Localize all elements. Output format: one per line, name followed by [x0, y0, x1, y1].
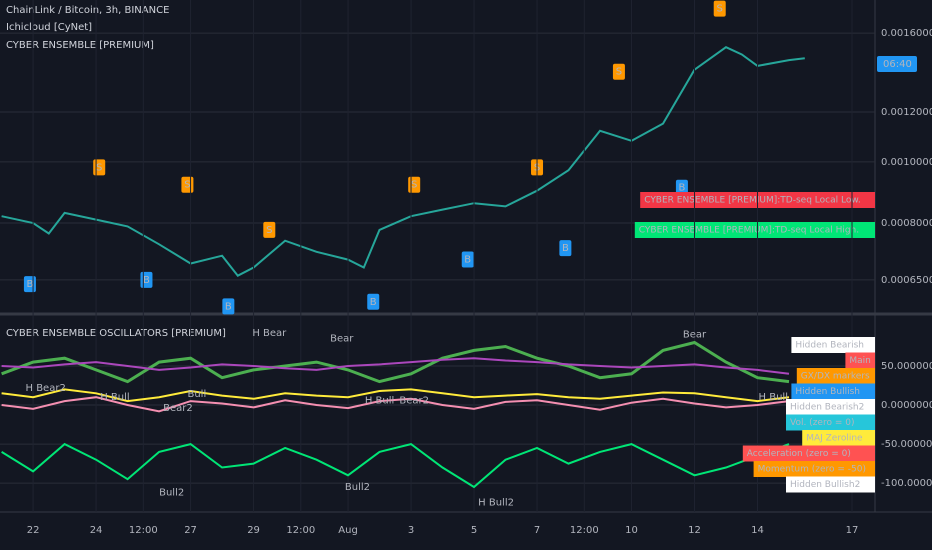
x-tick-label: 27	[184, 525, 197, 536]
signal-marker	[713, 0, 726, 17]
y-tick-label: 0.00065000	[881, 275, 932, 286]
x-tick-label: 14	[751, 525, 764, 536]
signal-label: S	[266, 225, 272, 236]
signal-label: S	[184, 180, 190, 191]
divergence-label: Bull	[187, 389, 206, 400]
label-tag: MAJ Zeroline	[806, 434, 863, 444]
divergence-label: H Bull	[365, 395, 394, 406]
label-tag: CYBER ENSEMBLE [PREMIUM]:TD-seq Local Hi…	[639, 226, 859, 236]
x-tick-label: 12:00	[129, 525, 158, 536]
divergence-label: Bear	[683, 330, 707, 341]
oscillator-title: CYBER ENSEMBLE OSCILLATORS [PREMIUM]	[6, 328, 226, 339]
label-tag-bg	[786, 399, 875, 415]
label-tag: Hidden Bearish2	[790, 403, 864, 413]
label-tag-bg	[791, 337, 875, 353]
x-tick-label: 17	[846, 525, 859, 536]
x-tick-label: 12:00	[286, 525, 315, 536]
label-tag: Main	[849, 356, 871, 366]
label-tag-bg	[786, 476, 875, 493]
series-line	[1, 396, 790, 413]
x-tick-label: 5	[471, 525, 477, 536]
label-tag: GX/DX markers	[801, 372, 870, 382]
price-tag-bg	[877, 56, 917, 72]
divergence-label: Bull2	[345, 482, 370, 493]
y-tick-label: 50.00000000	[881, 361, 932, 372]
x-tick-label: 12	[688, 525, 701, 536]
signal-marker	[559, 240, 572, 257]
x-tick-label: 12:00	[570, 525, 599, 536]
label-tag: Hidden Bullish	[795, 387, 860, 397]
signal-label: B	[464, 255, 471, 266]
divergence-label: Bear2	[399, 395, 429, 406]
series-line	[1, 340, 790, 384]
indicator-name: CYBER ENSEMBLE [PREMIUM]	[6, 40, 154, 51]
label-tag-bg	[786, 414, 875, 431]
x-tick-label: 10	[625, 525, 638, 536]
signal-marker	[263, 221, 276, 238]
label-tag: Hidden Bullish2	[790, 480, 860, 490]
signal-label: S	[96, 162, 102, 173]
signal-label: B	[143, 275, 150, 286]
signal-label: B	[225, 301, 232, 312]
signal-marker	[367, 293, 380, 310]
x-tick-label: 22	[27, 525, 40, 536]
signal-marker	[675, 179, 688, 196]
series-line	[1, 442, 790, 489]
label-tag-bg	[753, 461, 875, 477]
label-tag: CYBER ENSEMBLE [PREMIUM]:TD-seq Local Lo…	[644, 196, 861, 206]
y-tick-label: -100.00000000	[881, 478, 932, 489]
label-tag-bg	[802, 430, 875, 446]
signal-marker	[612, 63, 625, 80]
signal-marker	[222, 298, 235, 315]
divergence-label: H Bear2	[26, 383, 66, 394]
y-tick-label: -50.00000000	[881, 439, 932, 450]
divergence-label: H Bull	[100, 392, 129, 403]
x-tick-label: 24	[90, 525, 103, 536]
x-tick-label: 3	[408, 525, 414, 536]
divergence-label: H Bull	[759, 392, 788, 403]
signal-label: B	[562, 243, 569, 254]
signal-label: B	[26, 279, 33, 290]
label-tag-bg	[742, 445, 875, 462]
signal-label: B	[370, 297, 377, 308]
signal-label: S	[717, 4, 723, 15]
series-line	[1, 388, 790, 403]
y-tick-label: 0.00000000	[881, 400, 932, 411]
price-tag: 06:40	[883, 59, 912, 70]
x-tick-label: Aug	[338, 525, 358, 536]
divergence-label: H Bear	[252, 328, 287, 339]
signal-marker	[461, 251, 474, 268]
label-tag: Momentum (zero = -50)	[758, 465, 866, 475]
chart-title: ChainLink / Bitcoin, 3h, BINANCE	[6, 5, 169, 16]
label-tag-bg	[791, 383, 875, 400]
signal-label: B	[678, 183, 685, 194]
label-tag-bg	[796, 368, 875, 384]
x-tick-label: 7	[534, 525, 540, 536]
label-tag-bg	[845, 352, 875, 369]
divergence-label: H Bull2	[478, 498, 514, 509]
divergence-label: Bear	[330, 334, 354, 345]
x-tick-label: 29	[247, 525, 260, 536]
divergence-label: Bull2	[159, 487, 184, 498]
divergence-label: Bear2	[163, 403, 193, 414]
indicator-name: Ichicloud [CyNet]	[6, 22, 92, 33]
signal-label: S	[411, 180, 417, 191]
label-tag: Hidden Bearish	[795, 341, 864, 351]
label-tag: Vol. (zero = 0)	[790, 418, 854, 428]
label-tag: Acceleration (zero = 0)	[747, 449, 851, 459]
series-line	[1, 357, 790, 375]
signal-label: S	[616, 67, 622, 78]
